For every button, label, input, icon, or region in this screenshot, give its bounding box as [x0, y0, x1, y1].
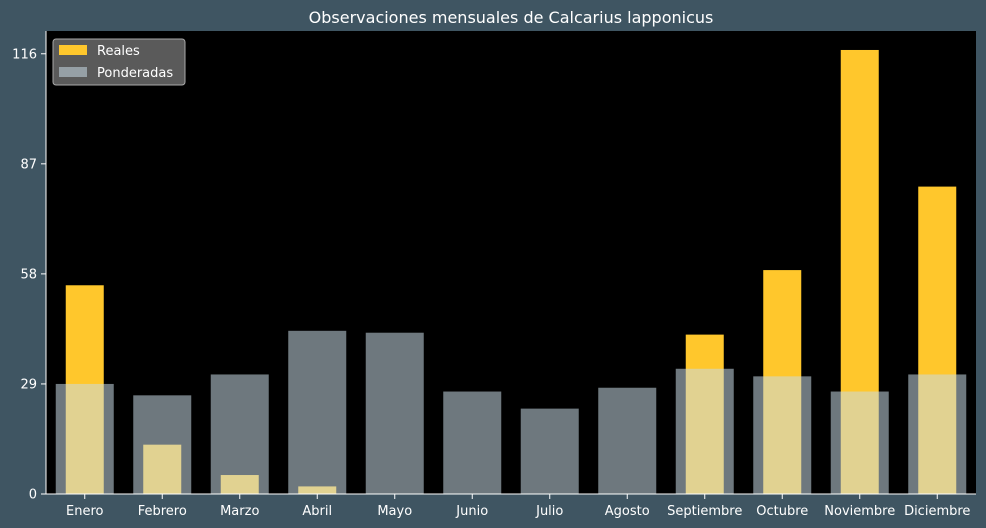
x-tick-label-noviembre: Noviembre: [824, 504, 895, 519]
bar-ponderadas-noviembre: [830, 391, 889, 494]
y-tick-label: 58: [20, 267, 37, 282]
y-tick-label: 0: [29, 488, 37, 503]
bar-ponderadas-septiembre: [675, 368, 734, 494]
y-tick-label: 87: [20, 157, 37, 172]
bar-ponderadas-mayo: [365, 332, 424, 494]
y-axis: 0 29 58 87 116: [12, 31, 47, 503]
x-tick-label-marzo: Marzo: [220, 504, 259, 519]
y-tick-label: 29: [20, 377, 37, 392]
x-tick-label-mayo: Mayo: [377, 504, 412, 519]
x-tick-label-diciembre: Diciembre: [904, 504, 970, 519]
legend-swatch-ponderadas: [59, 67, 87, 77]
weighted-bars: [55, 330, 967, 494]
x-tick-label-agosto: Agosto: [605, 504, 650, 519]
x-tick-label-septiembre: Septiembre: [667, 504, 742, 519]
legend: Reales Ponderadas: [52, 38, 186, 86]
x-tick-label-febrero: Febrero: [138, 504, 187, 519]
bar-ponderadas-abril: [288, 330, 347, 494]
bar-ponderadas-marzo: [210, 374, 269, 494]
legend-swatch-reales: [59, 45, 87, 55]
x-tick-label-junio: Junio: [455, 504, 488, 519]
x-tick-label-enero: Enero: [66, 504, 104, 519]
bar-ponderadas-febrero: [133, 395, 192, 494]
legend-label-reales: Reales: [97, 44, 140, 59]
bar-ponderadas-agosto: [598, 387, 657, 494]
plot-area: [46, 31, 976, 494]
x-tick-label-abril: Abril: [302, 504, 332, 519]
chart-title: Observaciones mensuales de Calcarius lap…: [309, 8, 714, 27]
bar-ponderadas-junio: [443, 391, 502, 494]
x-tick-label-julio: Julio: [535, 504, 563, 519]
x-tick-label-octubre: Octubre: [756, 504, 808, 519]
bar-ponderadas-julio: [520, 408, 579, 494]
bar-ponderadas-diciembre: [908, 374, 967, 494]
legend-label-ponderadas: Ponderadas: [97, 66, 173, 81]
y-tick-label: 116: [12, 47, 37, 62]
bar-ponderadas-octubre: [753, 376, 812, 494]
x-axis: Enero Febrero Marzo Abril Mayo Junio Julio Agos…: [46, 493, 976, 519]
bar-ponderadas-enero: [55, 383, 114, 494]
